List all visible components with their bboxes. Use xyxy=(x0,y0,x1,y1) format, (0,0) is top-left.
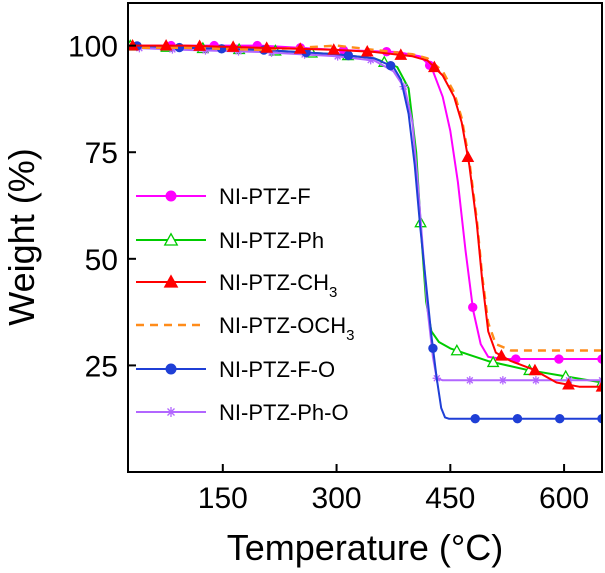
legend-marker xyxy=(166,407,176,417)
data-point xyxy=(260,41,274,53)
data-point xyxy=(595,380,602,392)
legend-label: NI-PTZ-CH3 xyxy=(219,270,337,301)
data-point xyxy=(360,45,374,57)
legend-item-ni-ptz-ch3: NI-PTZ-CH3 xyxy=(136,270,337,301)
legend-label: NI-PTZ-F-O xyxy=(219,357,335,382)
data-point xyxy=(159,39,173,51)
series-line xyxy=(128,44,602,388)
legend-marker xyxy=(163,274,179,288)
legend-item-ni-ptz-f-o: NI-PTZ-F-O xyxy=(136,357,335,382)
x-tick-label: 300 xyxy=(312,482,362,515)
legend: NI-PTZ-F NI-PTZ-Ph NI-PTZ-CH3 NI-PTZ-OCH3 NI… xyxy=(136,184,354,425)
data-point xyxy=(528,363,542,376)
legend-label: NI-PTZ-OCH3 xyxy=(219,313,354,344)
legend-label: NI-PTZ-Ph-O xyxy=(219,400,349,425)
series-ni-ptz-och3 xyxy=(128,44,602,352)
legend-marker xyxy=(163,232,179,246)
series-ni-ptz-f xyxy=(128,40,602,364)
y-tick-label: 50 xyxy=(85,244,118,277)
x-tick-label: 150 xyxy=(198,482,248,515)
plot-frame xyxy=(127,2,603,473)
data-point xyxy=(399,82,408,91)
series-line xyxy=(128,44,602,384)
legend-item-ni-ptz-och3: NI-PTZ-OCH3 xyxy=(136,313,354,344)
data-point xyxy=(428,343,438,353)
data-point xyxy=(512,414,523,424)
data-point xyxy=(562,378,575,390)
data-point xyxy=(168,45,177,54)
y-tick-label: 25 xyxy=(85,350,118,383)
data-point xyxy=(498,376,508,385)
x-axis-title: Temperature (°C) xyxy=(227,527,503,568)
data-point xyxy=(468,302,478,312)
legend-label: NI-PTZ-Ph xyxy=(219,228,324,253)
x-tick-label: 450 xyxy=(425,482,475,515)
data-point xyxy=(450,343,464,356)
data-point xyxy=(394,48,408,60)
data-point xyxy=(470,414,480,424)
series-layer xyxy=(128,39,602,424)
data-point xyxy=(343,50,354,61)
series-ni-ptz-ph-o xyxy=(128,43,602,385)
y-tick-label: 100 xyxy=(68,31,118,64)
data-point xyxy=(465,376,475,385)
data-point xyxy=(385,61,396,71)
legend-label: NI-PTZ-F xyxy=(219,184,311,209)
legend-marker xyxy=(165,363,177,375)
series-line xyxy=(128,44,602,360)
data-point xyxy=(366,55,375,65)
data-point xyxy=(531,376,541,385)
legend-marker xyxy=(165,190,177,202)
data-point xyxy=(554,354,564,364)
y-tick-label: 75 xyxy=(85,137,118,170)
data-point xyxy=(427,60,441,73)
data-point xyxy=(555,414,565,424)
series-ni-ptz-ph xyxy=(128,39,602,388)
series-line xyxy=(128,44,602,352)
data-point xyxy=(495,349,508,361)
data-point xyxy=(327,43,341,55)
series-line xyxy=(128,44,602,420)
data-point xyxy=(293,42,307,54)
series-ni-ptz-f-o xyxy=(128,41,602,424)
legend-item-ni-ptz-ph-o: NI-PTZ-Ph-O xyxy=(136,400,349,425)
axis-layer: 150 300 450 600 25 50 75 100 xyxy=(68,31,589,515)
y-axis-title: Weight (%) xyxy=(1,148,42,325)
legend-item-ni-ptz-f: NI-PTZ-F xyxy=(136,184,311,209)
series-ni-ptz-ch3 xyxy=(128,39,602,392)
data-point xyxy=(333,52,342,61)
data-point xyxy=(226,40,240,52)
data-point xyxy=(486,355,500,368)
series-line xyxy=(128,46,602,382)
legend-item-ni-ptz-ph: NI-PTZ-Ph xyxy=(136,228,324,253)
x-tick-label: 600 xyxy=(539,482,589,515)
data-point xyxy=(461,150,475,162)
data-point xyxy=(193,39,206,51)
